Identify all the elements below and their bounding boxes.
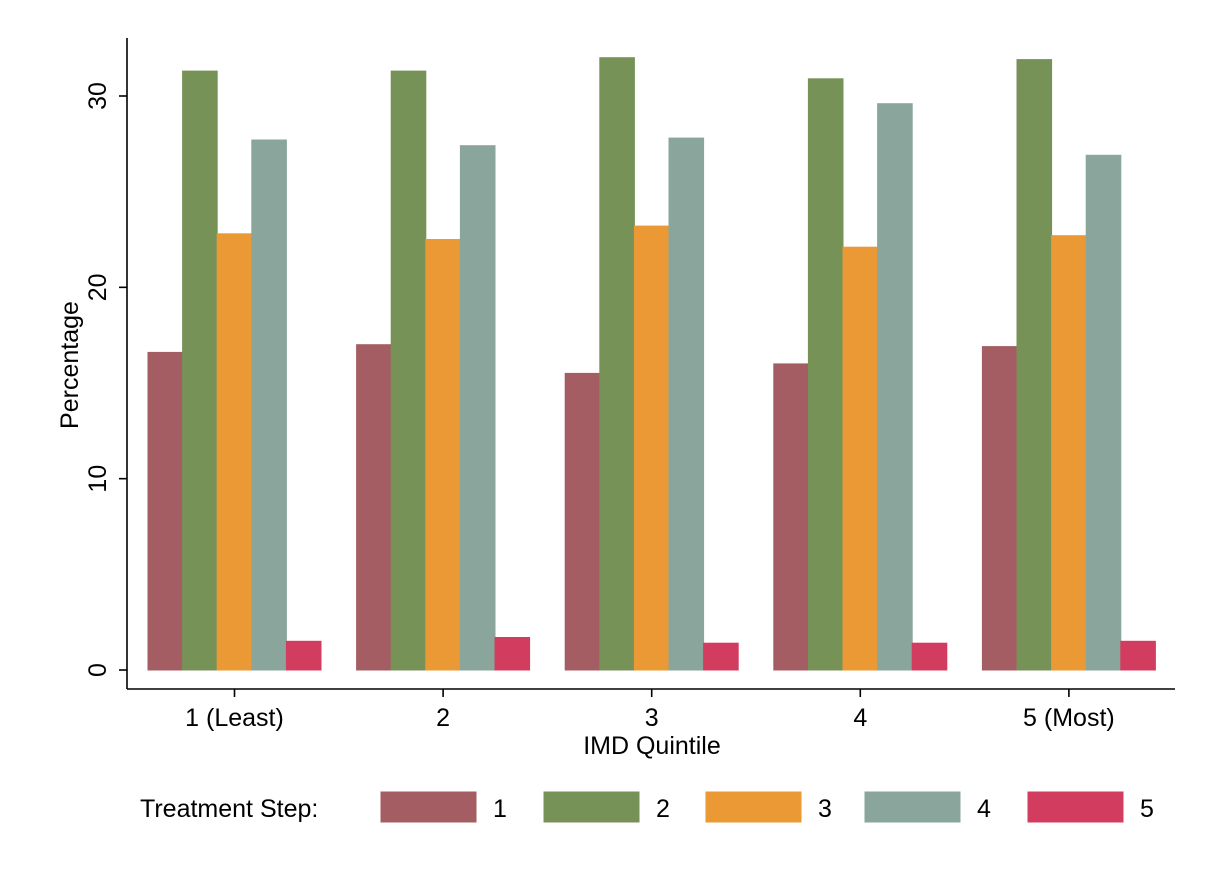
legend-label-1: 1 (493, 795, 507, 823)
x-tick-label-2: 2 (436, 704, 450, 732)
legend-swatch-3 (705, 791, 802, 823)
x-tick-label-1: 1 (Least) (185, 704, 284, 732)
bar-series-5-2 (494, 637, 531, 671)
bar-series-3-3 (633, 225, 670, 671)
y-tick-label-10: 10 (84, 465, 112, 493)
bar-series-4-1 (251, 139, 287, 671)
x-tick-label-5: 5 (Most) (1023, 704, 1115, 732)
bar-series-5-3 (703, 642, 739, 671)
legend-title: Treatment Step: (140, 795, 318, 823)
legend: Treatment Step: 1 2 3 4 5 (140, 791, 1154, 823)
bar-series-3-2 (425, 239, 461, 671)
bar-series-2-2 (390, 70, 427, 671)
bar-series-4-4 (877, 103, 913, 671)
bar-series-2-1 (182, 70, 218, 671)
legend-label-5: 5 (1140, 795, 1154, 823)
bar-series-2-4 (807, 78, 844, 671)
bar-series-5-4 (911, 642, 948, 671)
bar-series-1-1 (147, 351, 184, 671)
bars-layer (147, 57, 1156, 671)
legend-swatch-2 (543, 791, 640, 823)
bar-series-3-4 (842, 246, 879, 671)
x-axis-title: IMD Quintile (583, 732, 721, 760)
x-tick-label-4: 4 (853, 704, 867, 732)
bar-series-1-5 (981, 346, 1018, 671)
y-axis-title: Percentage (56, 301, 84, 429)
legend-swatch-5 (1027, 791, 1124, 823)
bar-series-2-5 (1016, 59, 1053, 671)
axes-layer: 0 10 20 30 1 (Least) 2 3 4 5 (Most) (84, 38, 1175, 732)
bar-series-4-3 (668, 137, 705, 671)
bar-series-1-4 (773, 363, 809, 671)
y-tick-label-20: 20 (84, 273, 112, 301)
y-tick-label-30: 30 (84, 82, 112, 110)
bar-series-5-1 (285, 640, 322, 671)
legend-swatch-4 (864, 791, 961, 823)
bar-series-4-5 (1085, 154, 1122, 671)
x-tick-label-3: 3 (645, 704, 659, 732)
bar-series-4-2 (459, 145, 496, 671)
legend-label-3: 3 (818, 795, 832, 823)
legend-swatch-1 (380, 791, 477, 823)
bar-series-5-5 (1120, 640, 1156, 671)
y-tick-label-0: 0 (84, 663, 112, 677)
bar-series-2-3 (599, 57, 635, 671)
bar-series-1-2 (356, 344, 392, 671)
legend-label-4: 4 (977, 795, 991, 823)
legend-label-2: 2 (656, 795, 670, 823)
bar-series-3-1 (216, 233, 253, 671)
bar-series-3-5 (1051, 235, 1087, 671)
bar-series-1-3 (564, 372, 601, 671)
